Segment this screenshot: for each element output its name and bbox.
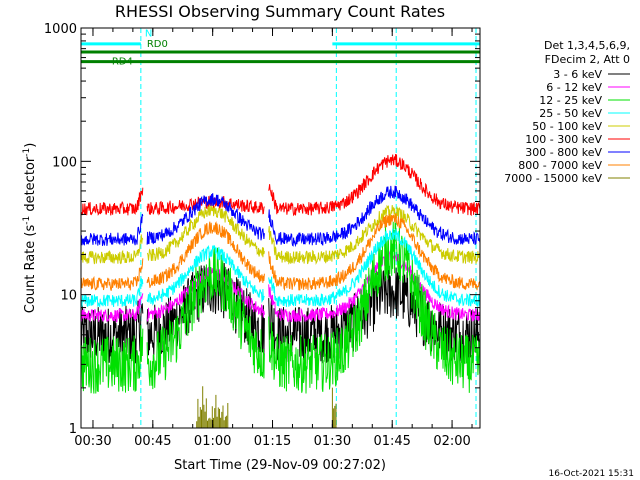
series-line-9 bbox=[196, 386, 337, 428]
x-tick-label: 01:15 bbox=[254, 434, 291, 449]
x-tick-label: 00:30 bbox=[74, 434, 111, 449]
series-line-8 bbox=[80, 213, 481, 292]
x-tick-label: 01:30 bbox=[314, 434, 351, 449]
x-tick-label: 02:00 bbox=[433, 434, 470, 449]
axes-group: 00:30 00:45 01:00 01:15 01:30 01:45 02:00 1 10 10… bbox=[44, 22, 481, 449]
y-tick-label: 1 bbox=[69, 422, 77, 437]
y-axis-label-post: ) bbox=[23, 143, 38, 148]
y-axis-label-pre: Count Rate (s bbox=[23, 225, 38, 314]
flag-label-2: RD0 bbox=[147, 39, 168, 50]
legend: Det 1,3,4,5,6,9, FDecim 2, Att 0 3 - 6 k… bbox=[504, 39, 630, 185]
legend-label-3: 12 - 25 keV bbox=[539, 94, 602, 107]
plot-frame bbox=[80, 27, 481, 429]
legend-label-8: 800 - 7000 keV bbox=[518, 159, 602, 172]
x-axis-label: Start Time (29-Nov-09 00:27:02) bbox=[174, 458, 386, 473]
x-tick-label: 01:00 bbox=[194, 434, 231, 449]
legend-label-1: 3 - 6 keV bbox=[553, 68, 602, 81]
series-line-7 bbox=[80, 185, 481, 248]
legend-label-6: 100 - 300 keV bbox=[525, 133, 602, 146]
x-tick-label: 01:45 bbox=[373, 434, 410, 449]
y-tick-label: 1000 bbox=[44, 22, 77, 37]
flag-label-3: RD4 bbox=[112, 57, 133, 68]
y-axis-label-sup1: -1 bbox=[22, 216, 32, 225]
legend-header-line-2: FDecim 2, Att 0 bbox=[545, 53, 630, 66]
series-line-4 bbox=[80, 228, 481, 308]
series-line-5 bbox=[80, 203, 481, 266]
y-axis-label: Count Rate (s-1 detector-1) bbox=[22, 143, 38, 314]
data-series-group bbox=[80, 153, 481, 428]
series-line-3 bbox=[80, 221, 481, 394]
legend-label-9: 7000 - 15000 keV bbox=[504, 172, 602, 185]
legend-label-2: 6 - 12 keV bbox=[546, 81, 602, 94]
legend-header-line-1: Det 1,3,4,5,6,9, bbox=[544, 39, 630, 52]
x-tick-label: 00:45 bbox=[134, 434, 171, 449]
y-tick-label: 100 bbox=[52, 155, 77, 170]
chart-title: RHESSI Observing Summary Count Rates bbox=[115, 2, 445, 21]
y-tick-label: 10 bbox=[60, 289, 77, 304]
y-axis-label-sup2: -1 bbox=[22, 148, 32, 157]
flag-label-1: N bbox=[145, 29, 152, 40]
legend-label-7: 300 - 800 keV bbox=[525, 146, 602, 159]
legend-label-4: 25 - 50 keV bbox=[539, 107, 602, 120]
y-axis-label-mid: detector bbox=[23, 156, 38, 216]
render-timestamp: 16-Oct-2021 15:31 bbox=[549, 469, 634, 479]
legend-label-5: 50 - 100 keV bbox=[532, 120, 602, 133]
